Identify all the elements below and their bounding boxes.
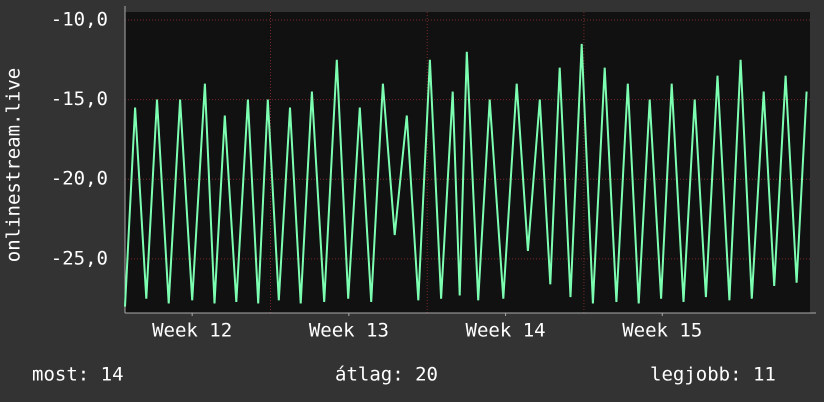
footer-stat: most: 14 bbox=[32, 364, 124, 386]
y-tick-label: -25,0 bbox=[51, 247, 108, 269]
data-line bbox=[124, 43, 808, 307]
y-tick-label: -15,0 bbox=[51, 88, 108, 110]
y-axis-label: onlinestream.live bbox=[3, 68, 25, 262]
y-tick-label: -20,0 bbox=[51, 168, 108, 190]
y-tick-label: -10,0 bbox=[51, 8, 108, 30]
x-tick-label: Week 13 bbox=[309, 320, 389, 342]
x-tick-label: Week 14 bbox=[466, 320, 546, 342]
footer-stat: legjobb: 11 bbox=[650, 364, 776, 386]
x-tick-label: Week 12 bbox=[152, 320, 232, 342]
x-tick-label: Week 15 bbox=[622, 320, 702, 342]
footer-stat: átlag: 20 bbox=[335, 364, 438, 386]
